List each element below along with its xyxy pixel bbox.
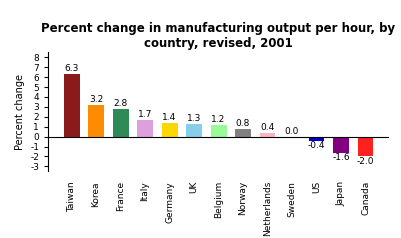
- Text: 1.3: 1.3: [187, 114, 201, 123]
- Text: 6.3: 6.3: [65, 64, 79, 73]
- Text: -1.6: -1.6: [332, 153, 350, 162]
- Text: 1.7: 1.7: [138, 110, 152, 119]
- Text: 0.0: 0.0: [285, 127, 299, 136]
- Bar: [235, 129, 251, 137]
- Bar: [211, 125, 227, 137]
- Y-axis label: Percent change: Percent change: [14, 74, 24, 150]
- Text: 3.2: 3.2: [89, 95, 103, 104]
- Bar: [358, 137, 373, 157]
- Bar: [88, 105, 104, 137]
- Text: -2.0: -2.0: [357, 157, 374, 166]
- Bar: [64, 74, 79, 137]
- Bar: [333, 137, 349, 153]
- Bar: [308, 137, 324, 141]
- Text: 0.4: 0.4: [260, 123, 275, 132]
- Bar: [259, 133, 275, 137]
- Bar: [186, 124, 202, 137]
- Text: 2.8: 2.8: [113, 99, 128, 108]
- Text: 0.8: 0.8: [236, 119, 250, 128]
- Text: 1.4: 1.4: [162, 113, 177, 122]
- Bar: [137, 120, 153, 137]
- Text: -0.4: -0.4: [308, 141, 325, 150]
- Text: 1.2: 1.2: [211, 115, 226, 124]
- Title: Percent change in manufacturing output per hour, by
country, revised, 2001: Percent change in manufacturing output p…: [41, 22, 396, 50]
- Bar: [113, 109, 129, 137]
- Bar: [162, 123, 178, 137]
